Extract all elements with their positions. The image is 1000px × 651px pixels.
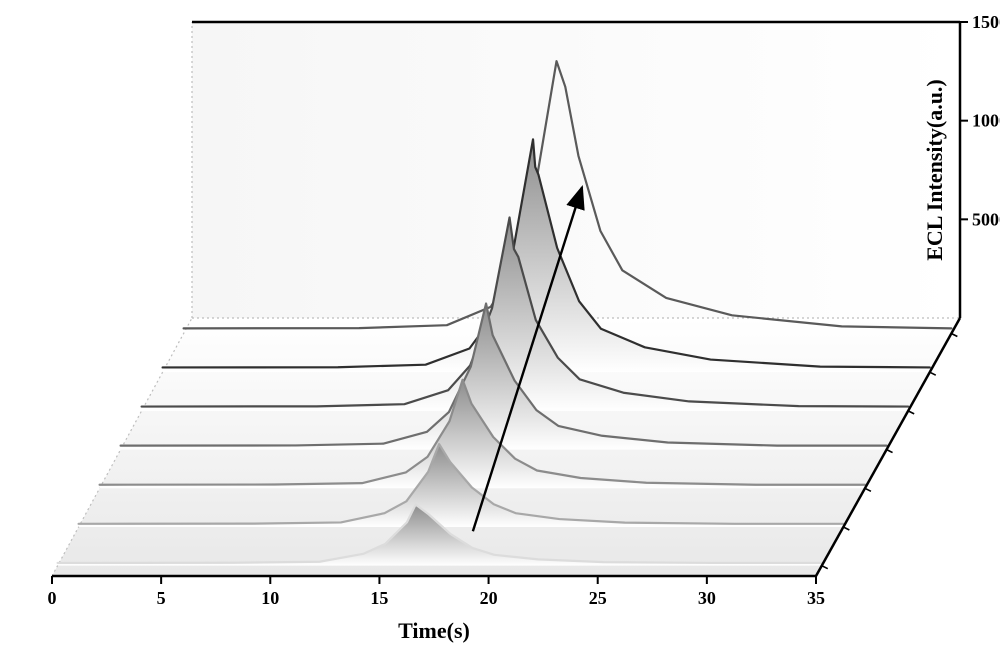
x-axis-title: Time(s) [398, 618, 470, 643]
y-tick-label: 15000 [972, 12, 1000, 32]
x-tick-label: 30 [698, 588, 716, 608]
x-tick-label: 35 [807, 588, 825, 608]
y-tick-label: 10000 [972, 111, 1000, 131]
ecl-3d-waterfall-chart: 0 5 10 15 20 25 30 35 Time(s) 5000 10000 15000 ECL I… [48, 12, 1000, 643]
y-axis-title: ECL Intensity(a.u.) [922, 79, 947, 261]
x-tick-label: 15 [370, 588, 388, 608]
x-tick-label: 20 [480, 588, 498, 608]
y-tick-label: 5000 [972, 209, 1000, 229]
x-tick-label: 5 [157, 588, 166, 608]
x-tick-label: 0 [48, 588, 57, 608]
x-tick-label: 10 [261, 588, 279, 608]
x-tick-label: 25 [589, 588, 607, 608]
